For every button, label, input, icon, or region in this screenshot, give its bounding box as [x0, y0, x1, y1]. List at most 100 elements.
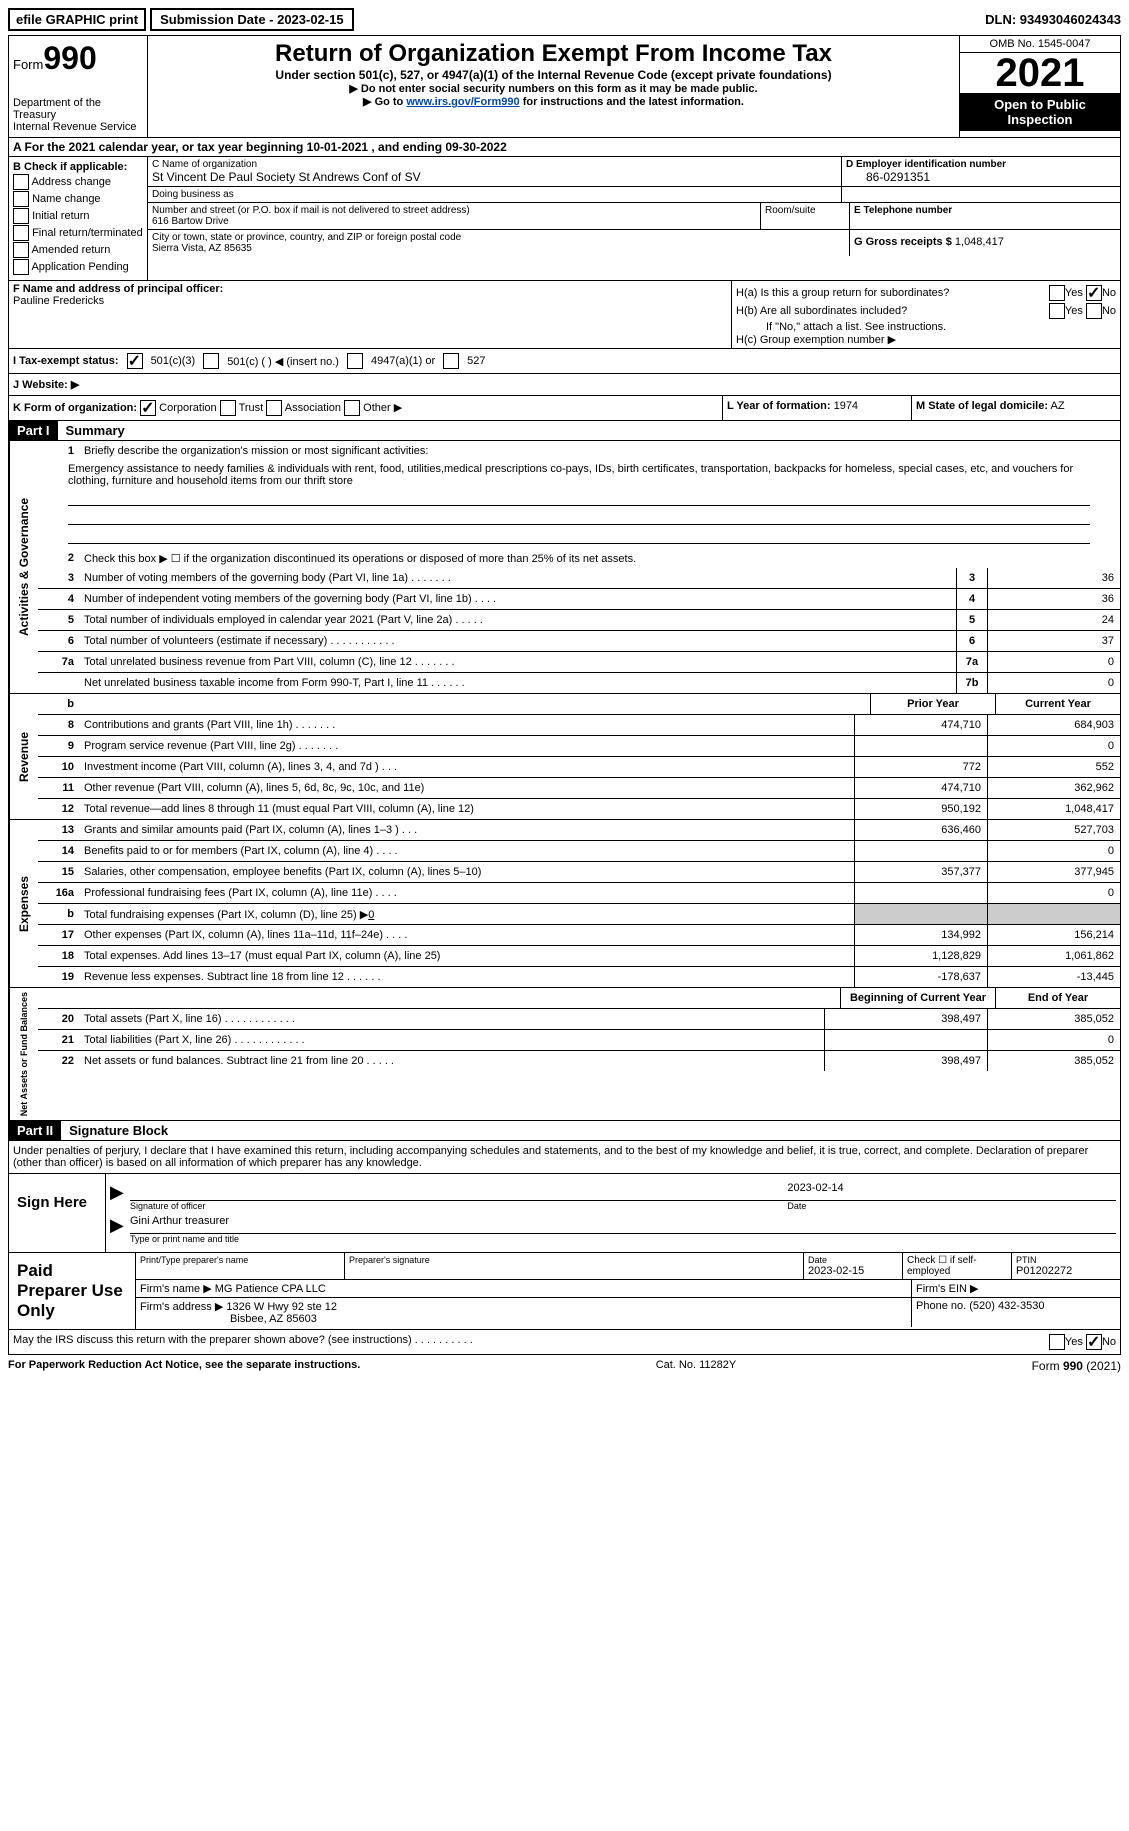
- mission-text: Emergency assistance to needy families &…: [68, 463, 1090, 487]
- m-label: M State of legal domicile:: [916, 400, 1048, 412]
- ha-yes[interactable]: [1049, 285, 1065, 301]
- cb-assoc[interactable]: [266, 400, 282, 416]
- c12: 1,048,417: [987, 799, 1120, 819]
- vtab-activities: Activities & Governance: [9, 441, 38, 693]
- cb-4947[interactable]: [347, 353, 363, 369]
- city-label: City or town, state or province, country…: [152, 232, 845, 243]
- v7b: 0: [987, 673, 1120, 693]
- city-value: Sierra Vista, AZ 85635: [152, 243, 845, 254]
- hb-no[interactable]: [1086, 303, 1102, 319]
- cb-address-change[interactable]: Address change: [13, 174, 143, 190]
- l5-label: Total number of individuals employed in …: [80, 612, 956, 628]
- cb-final-return[interactable]: Final return/terminated: [13, 225, 143, 241]
- p9: [854, 736, 987, 756]
- e21: 0: [987, 1030, 1120, 1050]
- col-begin: Beginning of Current Year: [840, 988, 995, 1008]
- cb-527[interactable]: [443, 353, 459, 369]
- l4-label: Number of independent voting members of …: [80, 591, 956, 607]
- submission-date: Submission Date - 2023-02-15: [150, 8, 354, 31]
- l18: Total expenses. Add lines 13–17 (must eq…: [80, 948, 854, 964]
- c9: 0: [987, 736, 1120, 756]
- l16a: Professional fundraising fees (Part IX, …: [80, 885, 854, 901]
- i-label: I Tax-exempt status:: [13, 355, 119, 367]
- ha-label: H(a) Is this a group return for subordin…: [736, 287, 949, 299]
- prep-date: 2023-02-15: [808, 1265, 898, 1277]
- p19: -178,637: [854, 967, 987, 987]
- p8: 474,710: [854, 715, 987, 735]
- l2-label: Check this box ▶ ☐ if the organization d…: [80, 550, 1120, 567]
- l13: Grants and similar amounts paid (Part IX…: [80, 822, 854, 838]
- officer-name: Pauline Fredericks: [13, 295, 727, 307]
- c18: 1,061,862: [987, 946, 1120, 966]
- l3-label: Number of voting members of the governin…: [80, 570, 956, 586]
- firm-addr-label: Firm's address ▶: [140, 1301, 223, 1313]
- l6-label: Total number of volunteers (estimate if …: [80, 633, 956, 649]
- cb-trust[interactable]: [220, 400, 236, 416]
- tax-year: 2021: [960, 53, 1120, 93]
- l21: Total liabilities (Part X, line 26) . . …: [80, 1032, 824, 1048]
- header-center: Return of Organization Exempt From Incom…: [148, 36, 959, 137]
- h-note: If "No," attach a list. See instructions…: [736, 321, 1116, 333]
- efile-button[interactable]: efile GRAPHIC print: [8, 8, 146, 31]
- col-current: Current Year: [995, 694, 1120, 714]
- irs-label: Internal Revenue Service: [13, 121, 143, 133]
- o-4947: 4947(a)(1) or: [371, 355, 435, 367]
- part1-header: Part I: [9, 421, 58, 440]
- p14: [854, 841, 987, 861]
- l19: Revenue less expenses. Subtract line 18 …: [80, 969, 854, 985]
- note-link-post: for instructions and the latest informat…: [520, 96, 744, 108]
- cb-other[interactable]: [344, 400, 360, 416]
- discuss-yes[interactable]: [1049, 1334, 1065, 1350]
- b22: 398,497: [824, 1051, 987, 1071]
- p18: 1,128,829: [854, 946, 987, 966]
- prep-selfemp: Check ☐ if self-employed: [903, 1253, 1012, 1279]
- l10: Investment income (Part VIII, column (A)…: [80, 759, 854, 775]
- room-label: Room/suite: [761, 203, 849, 229]
- part1-title: Summary: [58, 421, 133, 440]
- discuss-no[interactable]: [1086, 1334, 1102, 1350]
- l16b-val: 0: [368, 909, 374, 921]
- l16b: Total fundraising expenses (Part IX, col…: [84, 909, 368, 921]
- cb-501c3[interactable]: [127, 353, 143, 369]
- v7a: 0: [987, 652, 1120, 672]
- header-left: Form990 Department of the Treasury Inter…: [9, 36, 148, 137]
- l9: Program service revenue (Part VIII, line…: [80, 738, 854, 754]
- street-address: 616 Bartow Drive: [152, 216, 756, 227]
- cb-amended-return[interactable]: Amended return: [13, 242, 143, 258]
- header-right: OMB No. 1545-0047 2021 Open to Public In…: [959, 36, 1120, 137]
- v3: 36: [987, 568, 1120, 588]
- paid-preparer-title: Paid Preparer Use Only: [9, 1253, 136, 1329]
- vtab-netassets: Net Assets or Fund Balances: [9, 988, 38, 1120]
- state-domicile: AZ: [1050, 400, 1064, 412]
- irs-link[interactable]: www.irs.gov/Form990: [406, 96, 519, 108]
- section-b: B Check if applicable: Address change Na…: [9, 157, 148, 280]
- cb-corp[interactable]: [140, 400, 156, 416]
- firm-phone: (520) 432-3530: [969, 1300, 1044, 1312]
- c8: 684,903: [987, 715, 1120, 735]
- o-501c: 501(c) ( ) ◀ (insert no.): [227, 355, 339, 368]
- dept-label: Department of the Treasury: [13, 97, 143, 121]
- v6: 37: [987, 631, 1120, 651]
- hb-yes[interactable]: [1049, 303, 1065, 319]
- l7a-label: Total unrelated business revenue from Pa…: [80, 654, 956, 670]
- firm-name: MG Patience CPA LLC: [215, 1283, 326, 1295]
- e22: 385,052: [987, 1051, 1120, 1071]
- cb-initial-return[interactable]: Initial return: [13, 208, 143, 224]
- public-inspection: Open to Public Inspection: [960, 93, 1120, 131]
- org-name: St Vincent De Paul Society St Andrews Co…: [152, 170, 837, 184]
- d-label: D Employer identification number: [846, 159, 1116, 170]
- firm-addr1: 1326 W Hwy 92 ste 12: [226, 1301, 337, 1313]
- j-website: J Website: ▶: [8, 374, 1121, 396]
- prep-date-label: Date: [808, 1255, 898, 1265]
- l22: Net assets or fund balances. Subtract li…: [80, 1053, 824, 1069]
- firm-addr2: Bisbee, AZ 85603: [140, 1313, 317, 1325]
- cb-501c[interactable]: [203, 353, 219, 369]
- cb-application-pending[interactable]: Application Pending: [13, 259, 143, 275]
- penalty-text: Under penalties of perjury, I declare th…: [8, 1141, 1121, 1174]
- ha-no[interactable]: [1086, 285, 1102, 301]
- part2-title: Signature Block: [61, 1121, 176, 1140]
- p10: 772: [854, 757, 987, 777]
- ein-value: 86-0291351: [846, 170, 1116, 184]
- note-link-pre: ▶ Go to: [363, 96, 406, 108]
- cb-name-change[interactable]: Name change: [13, 191, 143, 207]
